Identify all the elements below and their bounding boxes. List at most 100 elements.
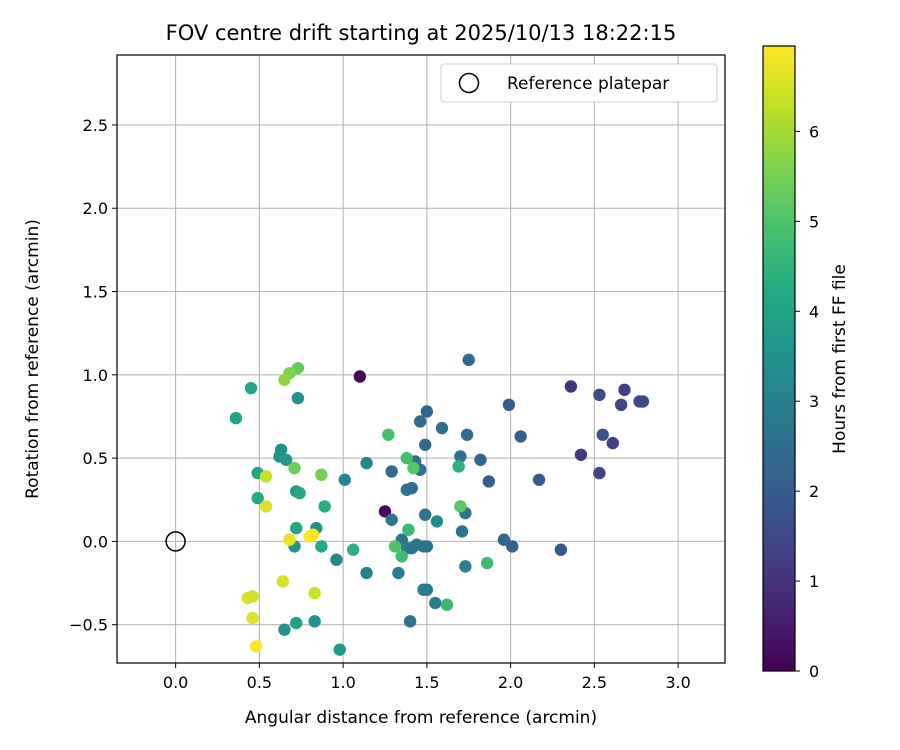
data-point <box>291 391 305 405</box>
data-point <box>290 616 303 630</box>
data-point <box>251 491 264 505</box>
data-point <box>259 500 273 513</box>
data-point <box>378 505 392 518</box>
legend-reference-marker-icon <box>458 72 480 94</box>
y-tick-label: −0.5 <box>69 616 108 635</box>
data-point <box>454 450 467 463</box>
colorbar-label: Hours from first FF file <box>830 264 850 454</box>
data-point <box>636 395 650 408</box>
data-point <box>360 456 373 470</box>
data-point <box>430 515 444 528</box>
grid-lines <box>117 55 725 663</box>
x-tick-label: 2.0 <box>498 673 523 692</box>
data-point <box>395 550 408 563</box>
data-point <box>405 481 418 495</box>
y-tick-label: 0.0 <box>83 532 108 551</box>
data-point <box>279 453 293 466</box>
data-point <box>278 373 291 387</box>
data-point <box>308 615 321 628</box>
data-point <box>246 611 259 625</box>
data-point <box>435 421 449 435</box>
data-point <box>308 586 321 600</box>
data-point <box>338 473 351 486</box>
x-tick-label: 0.5 <box>247 673 272 692</box>
data-point <box>274 443 288 456</box>
data-point <box>259 470 273 483</box>
data-point <box>400 451 413 465</box>
data-point <box>276 575 290 588</box>
data-point <box>244 381 258 395</box>
data-point <box>392 566 405 580</box>
data-point <box>420 540 434 553</box>
data-point <box>455 525 469 538</box>
data-point <box>497 533 511 546</box>
plot-frame <box>116 54 726 664</box>
data-point <box>474 453 487 466</box>
data-point <box>407 461 420 475</box>
colorbar-tick-label: 4 <box>809 302 819 321</box>
y-tick-label: 1.0 <box>83 366 108 385</box>
data-point <box>593 466 606 480</box>
data-point <box>413 415 427 428</box>
x-tick-label: 1.5 <box>414 673 439 692</box>
data-point <box>385 513 398 526</box>
data-point <box>618 383 631 397</box>
y-axis-label: Rotation from reference (arcmin) <box>23 219 43 499</box>
colorbar-tick-label: 1 <box>809 572 819 591</box>
y-tick-label: 1.5 <box>83 283 108 302</box>
data-point <box>420 405 434 418</box>
data-point <box>429 596 442 610</box>
data-point <box>480 556 494 570</box>
data-point <box>293 486 306 500</box>
data-point <box>283 533 296 546</box>
data-point <box>459 560 472 573</box>
data-point <box>593 388 606 402</box>
data-point <box>388 540 402 553</box>
data-point <box>574 448 588 461</box>
colorbar-tick-label: 0 <box>809 662 819 681</box>
y-axis-ticks: −0.5 0.0 0.5 1.0 1.5 2.0 2.5 <box>69 116 117 635</box>
data-point <box>403 615 417 628</box>
colorbar-tick-label: 5 <box>809 212 819 231</box>
y-tick-label: 2.5 <box>83 116 108 135</box>
y-tick-label: 2.0 <box>83 199 108 218</box>
data-point <box>288 461 301 475</box>
data-point <box>360 566 373 580</box>
chart-title: FOV centre drift starting at 2025/10/13 … <box>166 21 677 45</box>
data-point <box>596 428 609 441</box>
scatter-points <box>229 353 650 656</box>
data-point <box>454 500 467 513</box>
x-axis-ticks: 0.0 0.5 1.0 1.5 2.0 2.5 3.0 <box>163 663 691 692</box>
colorbar-ticks: 0 1 2 3 4 5 6 <box>795 122 819 681</box>
x-axis-label: Angular distance from reference (arcmin) <box>245 708 597 728</box>
x-tick-label: 0.0 <box>163 673 188 692</box>
data-point <box>382 428 395 441</box>
data-point <box>315 540 328 553</box>
x-tick-label: 1.0 <box>330 673 355 692</box>
y-tick-label: 0.5 <box>83 449 108 468</box>
data-point <box>460 428 474 441</box>
data-point <box>333 643 346 656</box>
data-point <box>385 465 398 478</box>
data-point <box>418 438 432 451</box>
data-point <box>614 398 628 412</box>
colorbar-tick-label: 2 <box>809 482 819 501</box>
data-point <box>353 370 367 383</box>
data-point <box>452 460 465 473</box>
data-point <box>482 475 496 488</box>
colorbar-tick-label: 3 <box>809 392 819 411</box>
data-point <box>554 543 568 556</box>
colorbar-tick-label: 6 <box>809 122 819 141</box>
colorbar <box>762 45 796 672</box>
data-point <box>418 508 432 521</box>
data-point <box>514 430 527 443</box>
data-point <box>290 521 303 535</box>
x-tick-label: 3.0 <box>665 673 690 692</box>
data-point <box>315 468 328 481</box>
data-point <box>246 590 259 603</box>
data-point <box>532 473 546 486</box>
data-point <box>330 553 343 566</box>
data-point <box>564 380 578 393</box>
legend: Reference platepar <box>440 63 718 103</box>
